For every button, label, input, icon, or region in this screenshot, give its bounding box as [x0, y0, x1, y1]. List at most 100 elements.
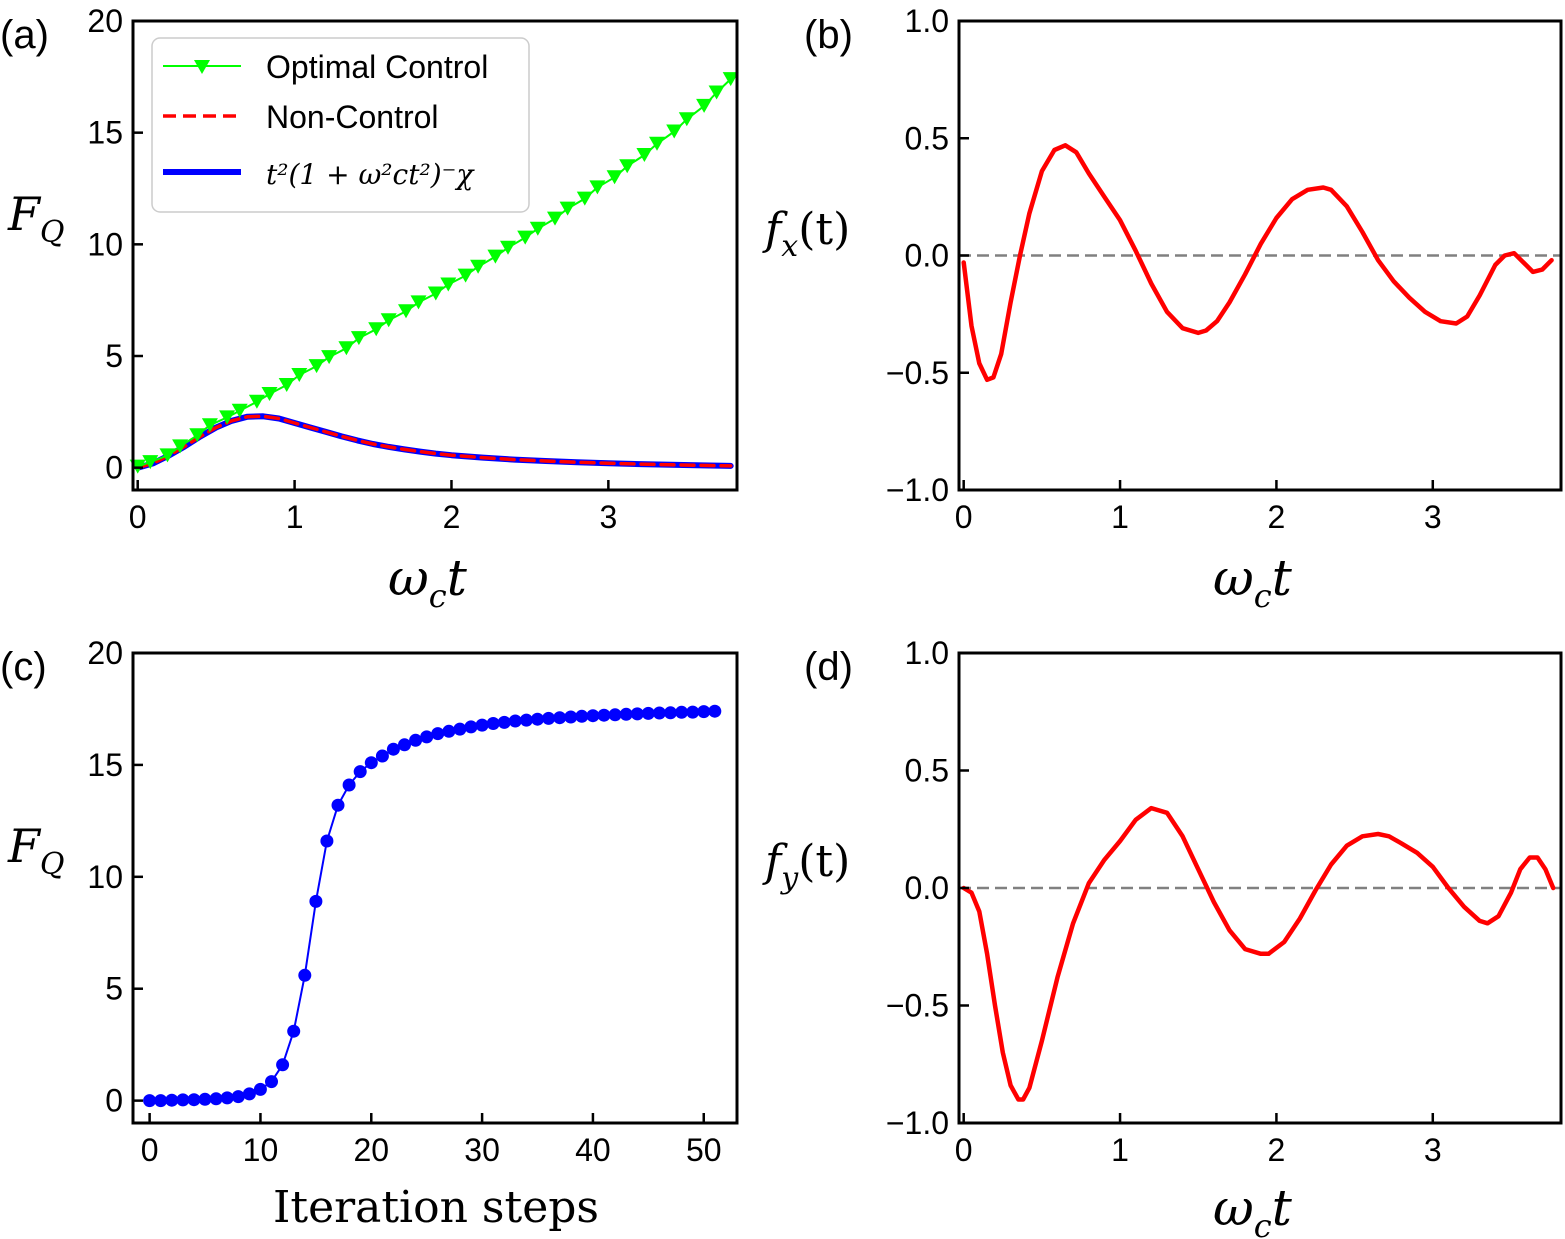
- panel-c-series-layer: [143, 704, 722, 1108]
- panel-c-xtick-label: 10: [243, 1132, 279, 1168]
- panel-c-xtick-label: 20: [353, 1132, 389, 1168]
- panel-a-optimal-control-point: [636, 148, 653, 162]
- panel-c-iteration-point: [398, 738, 411, 752]
- panel-c: (c) 0 10 20 30 40 50 0 5 10 15 20 FQ Iteration ste…: [0, 635, 739, 1233]
- panel-d-series-layer: [959, 805, 1561, 1102]
- panel-a-ytick-label: 10: [87, 226, 123, 262]
- panel-c-iteration-point: [242, 1087, 256, 1101]
- panel-a-optimal-control-point: [338, 341, 355, 356]
- panel-c-iteration-point: [464, 720, 478, 734]
- panel-a-optimal-control-point: [308, 359, 325, 374]
- panel-d-xtick-label: 0: [955, 1132, 973, 1168]
- panel-c-iteration-point: [630, 707, 644, 721]
- panel-d-xtick-label: 3: [1424, 1132, 1442, 1168]
- panel-a-optimal-control-point: [500, 240, 516, 255]
- panel-a-series-layer: [129, 72, 739, 474]
- panel-c-xtick-label: 0: [141, 1132, 159, 1168]
- panel-c-iteration-point: [154, 1094, 168, 1108]
- panel-b-plot-frame: [957, 19, 1563, 492]
- panel-c-iteration-point: [619, 707, 633, 721]
- panel-a-optimal-control-point: [321, 350, 338, 365]
- panel-a-optimal-control-point: [722, 72, 739, 87]
- panel-a-optimal-control-point: [696, 98, 713, 113]
- panel-b-ylabel: fx(t): [762, 204, 850, 264]
- panel-c-ytick-label: 5: [105, 971, 123, 1007]
- panel-c-iteration-point: [519, 713, 533, 727]
- panel-a-optimal-control-point: [291, 368, 308, 382]
- panel-c-series-line: [148, 710, 716, 1102]
- panel-a-optimal-control-point: [248, 394, 265, 409]
- panel-c-iteration-point: [364, 756, 378, 770]
- panel-b-ytick-label: 0.5: [905, 120, 949, 156]
- panel-a-optimal-control-point: [606, 170, 623, 185]
- panel-d-series-line: [961, 805, 1556, 1102]
- panel-c-iteration-point: [386, 742, 400, 756]
- panel-c-iteration-point: [475, 718, 489, 732]
- panel-a-ytick-label: 20: [87, 3, 123, 39]
- panel-c-iteration-point: [287, 1024, 301, 1038]
- panel-a-optimal-control-point: [427, 286, 444, 301]
- panel-a-xtick-label: 1: [286, 499, 304, 535]
- panel-c-iteration-point: [298, 968, 312, 982]
- panel-d-xlabel: ωct: [1213, 1179, 1293, 1239]
- panel-c-iteration-point: [409, 733, 423, 747]
- panel-a-optimal-control-point: [231, 403, 248, 418]
- panel-a-optimal-control-point: [470, 259, 487, 274]
- panel-c-ytick-label: 15: [87, 747, 123, 783]
- panel-c-iteration-point: [542, 711, 556, 725]
- panel-d-ytick-label: 1.0: [905, 635, 949, 671]
- panel-c-iteration-point: [675, 705, 689, 719]
- panel-a: (a) 0 1 2 3 0 5 10 15 20 Optimal Control Non-Con…: [0, 3, 739, 615]
- panel-c-iteration-point: [553, 711, 567, 725]
- panel-a-optimal-control-point: [380, 313, 397, 328]
- panel-d-tick-layer: 0 1 2 3 −1.0 −0.5 0.0 0.5 1.0: [886, 635, 1442, 1168]
- panel-c-iteration-point: [220, 1091, 234, 1105]
- panel-c-iteration-point: [375, 749, 389, 763]
- panel-c-xtick-label: 50: [686, 1132, 722, 1168]
- panel-a-optimal-control-point: [410, 295, 427, 310]
- panel-a-optimal-control-point: [219, 410, 236, 425]
- panel-c-iteration-point: [564, 710, 578, 724]
- panel-a-optimal-control-point: [159, 448, 176, 463]
- panel-c-plot-frame: [131, 651, 739, 1125]
- panel-b-ytick-label: 0.0: [905, 238, 949, 274]
- panel-a-tick-layer: 0 1 2 3 0 5 10 15 20: [87, 3, 617, 535]
- panel-a-ytick-label: 5: [105, 338, 123, 374]
- panel-d-ytick-label: −1.0: [886, 1105, 949, 1141]
- panel-a-optimal-control-point: [678, 112, 695, 127]
- panel-b-xtick-label: 2: [1268, 499, 1286, 535]
- panel-c-iteration-point: [531, 712, 544, 726]
- panel-c-iteration-point: [420, 730, 434, 744]
- panel-a-xlabel: ωct: [388, 549, 468, 615]
- panel-c-iteration-point: [198, 1092, 212, 1106]
- legend-noncontrol-label: Non-Control: [266, 99, 439, 135]
- panel-d-plot-frame: [957, 651, 1563, 1125]
- panel-a-optimal-control-point: [350, 331, 367, 346]
- panel-c-iteration-point: [187, 1093, 201, 1107]
- panel-c-iteration-point: [331, 798, 345, 812]
- panel-c-ylabel: FQ: [7, 819, 65, 882]
- panel-c-iteration-point: [664, 706, 677, 720]
- panel-a-xtick-label: 2: [443, 499, 461, 535]
- panel-b: (b) 0 1 2 3 −1.0 −0.5 0.0 0.5 1.0 fx(t) ωct: [762, 3, 1563, 615]
- panel-a-ytick-label: 0: [105, 450, 123, 486]
- panel-a-non-control-line: [135, 414, 733, 470]
- panel-b-ytick-label: −1.0: [886, 472, 949, 508]
- panel-c-iteration-point: [353, 765, 367, 779]
- panel-c-iteration-point: [320, 834, 334, 848]
- panel-a-optimal-control-point: [189, 428, 206, 443]
- panel-d-ylabel: fy(t): [762, 836, 850, 896]
- panel-a-optimal-control-point: [529, 221, 546, 236]
- panel-c-iteration-point: [697, 705, 711, 719]
- panel-c-iteration-point: [708, 704, 722, 718]
- panel-d-xtick-label: 1: [1111, 1132, 1129, 1168]
- panel-a-optimal-control-point: [559, 201, 576, 216]
- panel-c-iteration-point: [253, 1082, 267, 1096]
- panel-c-iteration-point: [686, 705, 700, 719]
- panel-c-iteration-point: [209, 1092, 223, 1106]
- panel-a-plot-frame: [131, 19, 739, 492]
- panel-b-label: (b): [804, 13, 853, 57]
- panel-c-iteration-point: [586, 709, 600, 723]
- panel-b-series-line: [961, 143, 1554, 383]
- panel-a-optimal-control-point: [457, 268, 474, 283]
